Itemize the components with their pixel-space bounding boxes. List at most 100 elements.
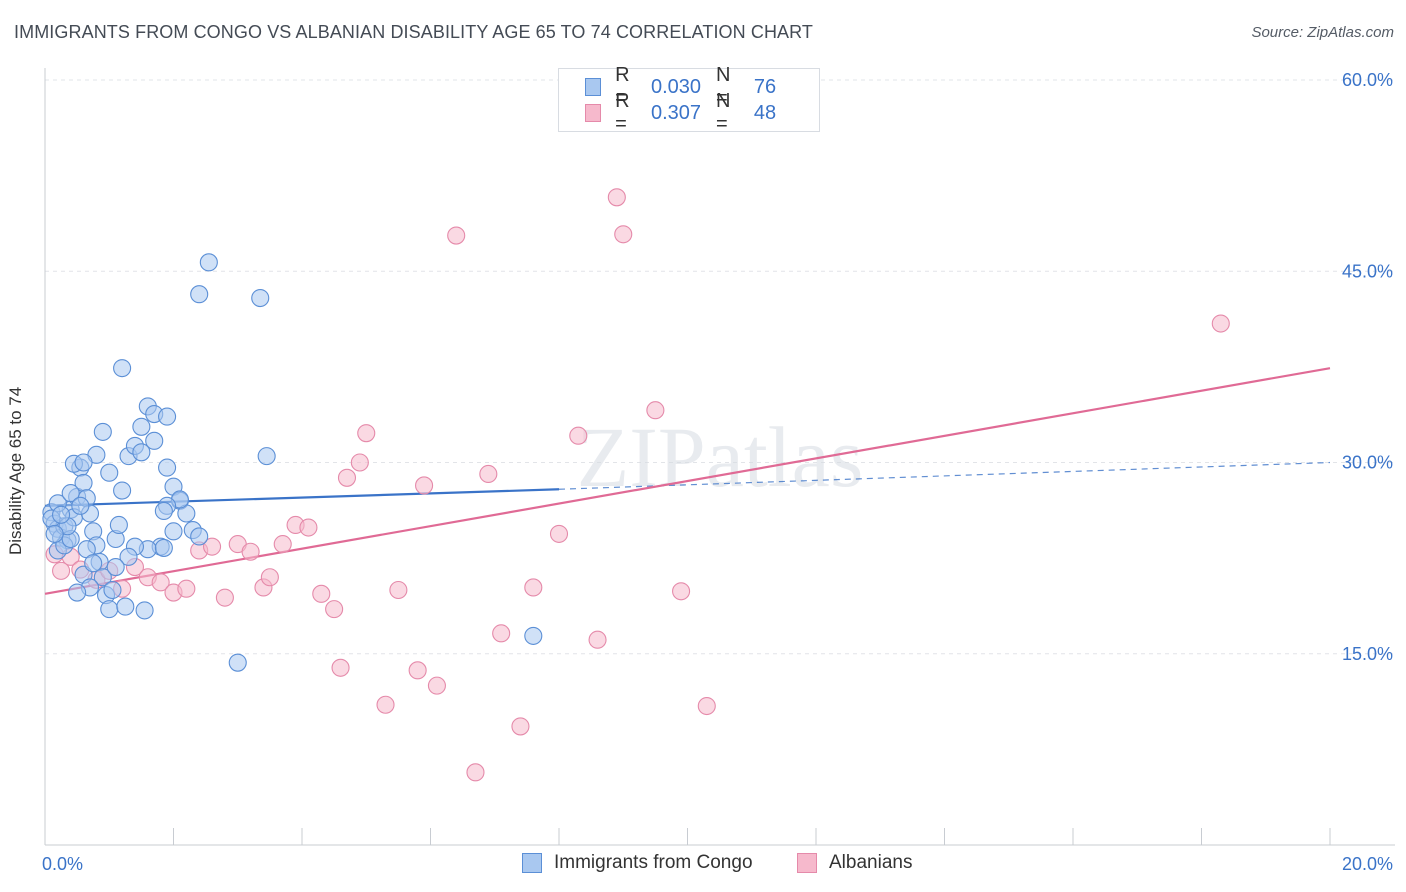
albanian-point [151,573,170,592]
congo-point [103,580,122,600]
congo-point [113,359,132,378]
albanian-point [447,226,466,245]
watermark: ZIPatlas [577,409,864,505]
series-legend-label: Albanians [829,852,913,873]
congo-point [164,522,183,541]
albanian-point [569,426,588,445]
albanian-point [203,537,222,556]
legend-n-label: N = [716,90,731,135]
x-tick-label: 0.0% [42,854,83,874]
congo-point [52,505,71,524]
congo-point [116,597,135,616]
congo-point [93,568,112,587]
congo-point [251,288,270,308]
congo-point [100,463,119,482]
congo-trend-extension [558,461,1331,490]
series-legend-congo: Immigrants from Congo [522,852,753,874]
points [42,188,1230,782]
congo-point [145,431,164,450]
congo-point [106,557,125,577]
legend-n-value: 76 [753,75,777,98]
y-tick-label: 15.0% [1342,644,1393,664]
congo-point [93,422,112,441]
legend-r-value: 0.030 [650,75,702,98]
congo-point [71,496,90,515]
congo-point [190,285,209,304]
legend-swatch-blue [585,78,602,96]
congo-point [84,554,103,573]
y-tick-label: 30.0% [1342,453,1393,473]
albanian-point [408,661,427,680]
congo-point [154,501,173,521]
congo-point [199,253,218,272]
albanian-point [331,658,350,677]
congo-trend-line [44,488,560,507]
source-label: Source: ZipAtlas.com [1251,24,1394,41]
legend-r-label: R = [615,90,630,135]
congo-point [61,484,80,503]
congo-point [74,453,93,472]
albanian-point [299,518,318,537]
legend: R = 0.030 N = 76 R = 0.307 N = 48 [558,64,820,135]
albanian-point [415,476,434,495]
series-legend-label: Immigrants from Congo [554,852,753,873]
legend-n-label: N = [716,64,731,109]
albanian-point [614,225,633,244]
tick-labels: 15.0% 30.0% 45.0% 60.0% 0.0% 20.0% [42,70,1393,874]
congo-point [135,601,154,620]
albanian-point [376,695,395,714]
albanian-point [524,578,543,597]
albanian-point [588,630,607,649]
albanian-point [325,600,344,619]
albanian-point [427,676,446,695]
congo-point [257,447,276,466]
series-swatch-blue [522,853,542,873]
legend-row-congo: R = 0.030 N = 76 [585,64,819,109]
albanian-point [672,582,691,601]
albanian-trend-line [44,367,1331,595]
albanian-point [337,468,357,487]
albanian-point [241,542,260,561]
congo-point [109,515,128,535]
albanian-point [466,763,485,782]
congo-point [158,458,177,477]
albanian-point [646,401,665,420]
legend-r-value: 0.307 [650,101,702,124]
congo-point [113,481,132,500]
albanian-point [52,561,71,580]
congo-point [45,524,64,543]
congo-point [132,443,151,462]
chart-title: IMMIGRANTS FROM CONGO VS ALBANIAN DISABI… [14,22,814,42]
legend-r-label: R = [615,64,630,109]
legend-row-albanians: R = 0.307 N = 48 [585,90,819,135]
albanian-point [260,568,279,587]
albanian-point [350,453,369,472]
x-tick-label: 20.0% [1342,854,1393,874]
albanian-point [511,717,530,736]
y-tick-label: 45.0% [1342,261,1393,281]
albanian-point [697,696,716,716]
series-swatch-pink [797,853,817,873]
albanian-point [273,535,292,554]
congo-point [190,527,209,546]
legend-n-value: 48 [753,101,777,124]
congo-point [100,600,119,619]
albanian-point [492,624,511,643]
congo-point [119,547,138,566]
legend-swatch-pink [585,104,602,122]
albanian-point [479,464,498,484]
series-legend-albanians: Albanians [797,852,912,874]
albanian-point [177,579,196,598]
congo-point [154,538,173,557]
albanian-point [389,580,408,600]
albanian-point [215,588,234,607]
congo-point [158,407,177,426]
congo-point [132,417,151,436]
congo-point [228,653,247,672]
albanian-point [549,524,569,543]
gridlines [45,79,1395,655]
congo-point [524,626,543,645]
trend-lines [44,367,1331,595]
series-legend: Immigrants from Congo Albanians [0,852,1406,878]
